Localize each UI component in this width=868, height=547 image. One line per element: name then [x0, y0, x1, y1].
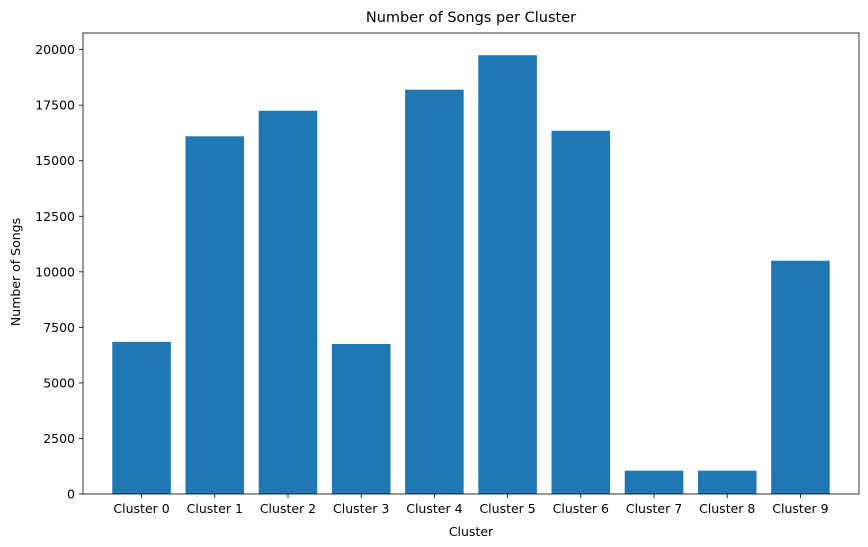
- x-axis-label: Cluster: [449, 524, 494, 539]
- y-tick-label: 17500: [35, 98, 75, 113]
- x-tick-label: Cluster 2: [260, 501, 316, 516]
- bar-2: [258, 110, 318, 494]
- bar-3: [331, 344, 391, 494]
- x-tick-label: Cluster 6: [553, 501, 609, 516]
- y-tick-label: 0: [67, 487, 75, 502]
- y-tick-label: 12500: [35, 209, 75, 224]
- bar-5: [478, 55, 537, 495]
- bar-0: [112, 341, 171, 494]
- y-tick-label: 5000: [43, 375, 75, 390]
- x-tick-label: Cluster 4: [406, 501, 462, 516]
- y-tick-label: 7500: [43, 320, 75, 335]
- bar-9: [771, 260, 830, 494]
- y-tick-label: 20000: [35, 42, 75, 57]
- bar-7: [624, 470, 684, 494]
- x-tick-label: Cluster 0: [113, 501, 169, 516]
- x-tick-label: Cluster 9: [772, 501, 828, 516]
- bar-8: [697, 470, 757, 494]
- x-tick-label: Cluster 7: [626, 501, 682, 516]
- y-tick-label: 2500: [43, 431, 75, 446]
- plot-area: 0 2500 5000 7500 10000 12500 15000 17500 20000 Cl…: [35, 32, 860, 516]
- x-tick-label: Cluster 5: [479, 501, 535, 516]
- bar-4: [405, 89, 464, 494]
- axes-frame: [82, 32, 860, 495]
- y-tick-label: 15000: [35, 153, 75, 168]
- x-tick-label: Cluster 8: [699, 501, 755, 516]
- y-tick-label: 10000: [35, 264, 75, 279]
- y-axis-label: Number of Songs: [8, 218, 23, 326]
- x-tick-label: Cluster 1: [187, 501, 243, 516]
- chart-title: Number of Songs per Cluster: [366, 10, 576, 26]
- bar-1: [185, 136, 245, 494]
- bar-6: [551, 130, 611, 494]
- x-tick-label: Cluster 3: [333, 501, 389, 516]
